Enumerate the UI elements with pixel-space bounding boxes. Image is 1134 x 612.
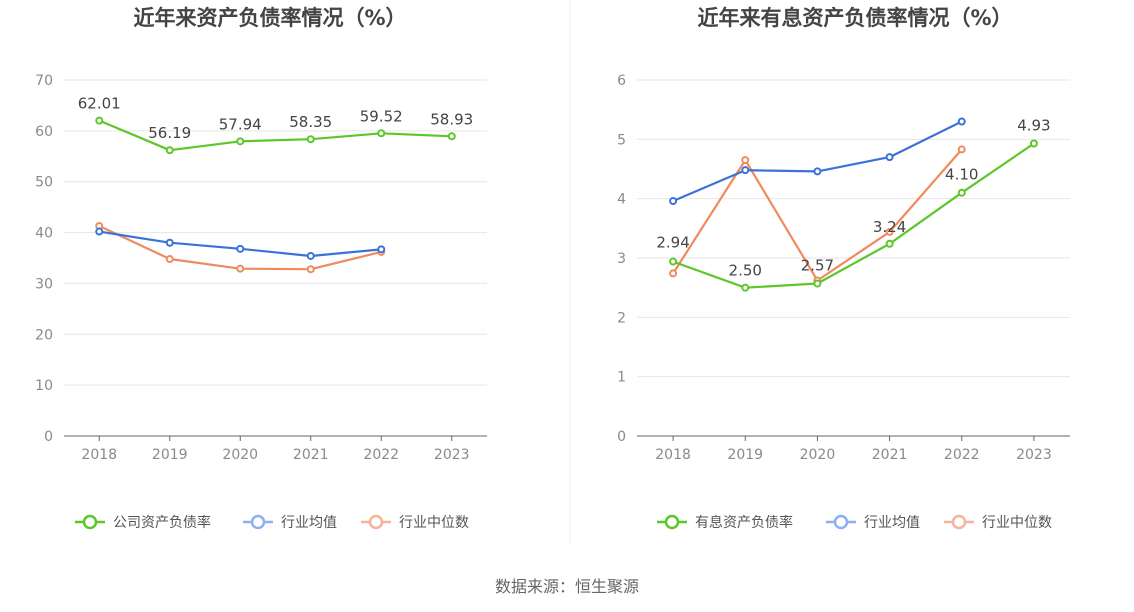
x-tick-label: 2023 — [1016, 447, 1052, 463]
y-tick-label: 40 — [35, 226, 53, 242]
x-tick-label: 2020 — [222, 447, 258, 463]
data-point — [957, 145, 966, 154]
x-tick-label: 2021 — [872, 447, 908, 463]
y-tick-label: 4 — [617, 192, 626, 208]
y-tick-label: 50 — [35, 175, 53, 191]
data-point — [377, 245, 386, 254]
y-tick-label: 1 — [617, 370, 626, 386]
data-point — [447, 132, 456, 141]
data-point — [669, 197, 678, 206]
data-point — [1029, 139, 1038, 148]
y-tick-label: 30 — [35, 276, 53, 292]
y-tick-label: 20 — [35, 327, 53, 343]
data-label: 2.94 — [656, 234, 689, 252]
data-point — [377, 129, 386, 138]
data-point — [885, 153, 894, 162]
data-point — [813, 279, 822, 288]
x-tick-label: 2022 — [944, 447, 980, 463]
data-label: 4.10 — [945, 166, 978, 184]
data-label: 57.94 — [219, 115, 262, 133]
x-tick-label: 2019 — [727, 447, 763, 463]
legend-marker — [833, 514, 849, 530]
legend-marker — [664, 514, 680, 530]
x-tick-label: 2020 — [800, 447, 836, 463]
data-label: 2.57 — [801, 257, 834, 275]
legend-item: 行业中位数 — [361, 514, 469, 531]
data-point — [95, 116, 104, 125]
data-point — [236, 244, 245, 253]
legend-marker — [82, 514, 98, 530]
data-point — [741, 156, 750, 165]
data-label: 62.01 — [78, 95, 121, 113]
legend-label: 行业中位数 — [399, 515, 469, 531]
legend-label: 行业均值 — [864, 515, 920, 531]
data-label: 4.93 — [1017, 116, 1050, 134]
chart-title: 近年来资产负债率情况（%） — [133, 6, 406, 30]
data-point — [95, 227, 104, 236]
legend-item: 行业均值 — [826, 514, 920, 531]
data-point — [885, 239, 894, 248]
y-tick-label: 2 — [617, 310, 626, 326]
legend-label: 有息资产负债率 — [695, 514, 793, 531]
legend-label: 公司资产负债率 — [113, 514, 211, 531]
data-point — [741, 166, 750, 175]
y-tick-label: 70 — [35, 73, 53, 89]
data-label: 58.93 — [430, 110, 473, 128]
x-tick-label: 2023 — [434, 447, 470, 463]
x-tick-label: 2018 — [81, 447, 117, 463]
series-line — [672, 120, 963, 203]
data-point — [165, 238, 174, 247]
data-point — [165, 255, 174, 264]
data-point — [957, 188, 966, 197]
y-tick-label: 3 — [617, 251, 626, 267]
chart-title: 近年来有息资产负债率情况（%） — [697, 6, 1012, 30]
y-tick-label: 10 — [35, 378, 53, 394]
y-tick-label: 60 — [35, 124, 53, 140]
legend-item: 公司资产负债率 — [75, 514, 211, 531]
chart-2: 近年来有息资产负债率情况（%） 0 1 2 3 4 5 6 2018 2019 2020 2021 20… — [617, 6, 1070, 531]
legend-marker — [368, 514, 384, 530]
series-line — [672, 142, 1035, 289]
x-tick-label: 2018 — [655, 447, 691, 463]
x-tick-label: 2019 — [152, 447, 188, 463]
data-point — [885, 227, 894, 236]
x-tick-label: 2022 — [363, 447, 399, 463]
data-point — [236, 264, 245, 273]
legend-item: 有息资产负债率 — [657, 514, 793, 531]
data-label: 56.19 — [148, 124, 191, 142]
series-line — [98, 119, 452, 152]
chart-1: 近年来资产负债率情况（%） 0 10 20 30 40 50 60 70 2018 2019 2020… — [35, 6, 487, 531]
legend-item: 行业中位数 — [944, 514, 1052, 531]
data-point — [813, 167, 822, 176]
data-point — [669, 257, 678, 266]
data-label: 3.24 — [873, 218, 906, 236]
y-tick-label: 0 — [44, 429, 53, 445]
data-source: 数据来源：恒生聚源 — [495, 577, 639, 596]
legend-marker — [250, 514, 266, 530]
legend-marker — [951, 514, 967, 530]
data-label: 58.35 — [289, 113, 332, 131]
legend-item: 行业均值 — [243, 514, 337, 531]
data-point — [669, 269, 678, 278]
data-point — [236, 137, 245, 146]
data-point — [306, 135, 315, 144]
y-tick-label: 0 — [617, 429, 626, 445]
legend-label: 行业中位数 — [982, 515, 1052, 531]
legend-label: 行业均值 — [281, 515, 337, 531]
x-tick-label: 2021 — [293, 447, 329, 463]
data-label: 59.52 — [360, 107, 403, 125]
data-label: 2.50 — [729, 262, 762, 280]
data-point — [957, 117, 966, 126]
data-point — [741, 283, 750, 292]
data-point — [165, 146, 174, 155]
y-tick-label: 5 — [617, 132, 626, 148]
data-point — [306, 265, 315, 274]
y-tick-label: 6 — [617, 73, 626, 89]
data-point — [306, 251, 315, 260]
